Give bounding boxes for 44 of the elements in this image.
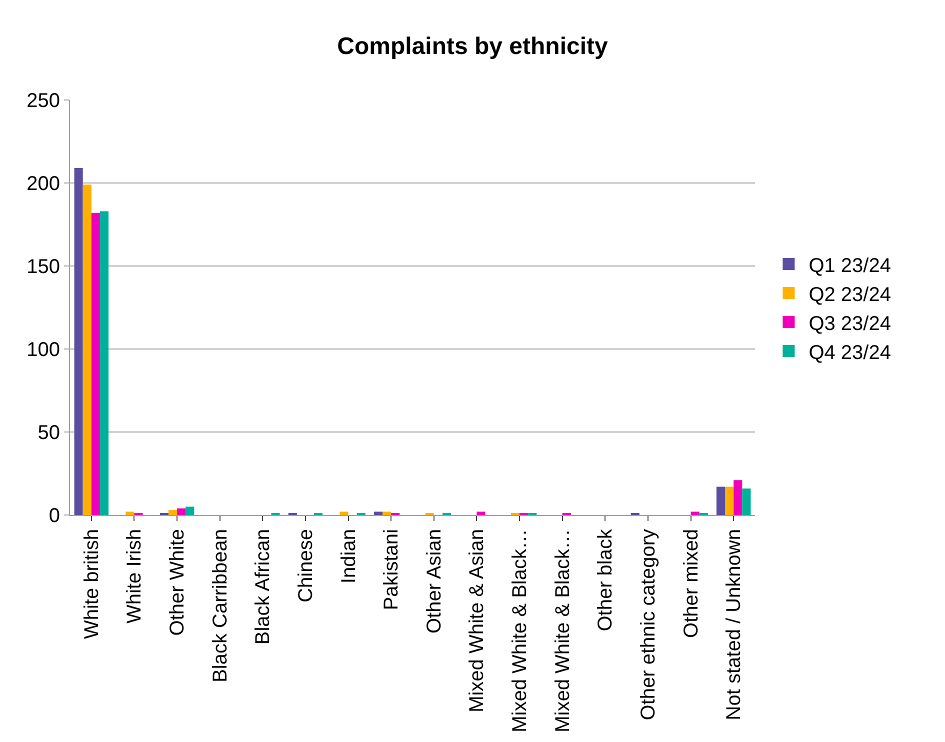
x-tick-label: Other black (594, 528, 617, 632)
y-tick-label: 100 (26, 339, 60, 361)
bar (186, 506, 194, 515)
bar (690, 512, 700, 515)
x-tick-label: Mixed White & Black… (509, 529, 532, 732)
x-tick-label: Not stated / Unknown (723, 529, 746, 720)
y-tick-label: 250 (26, 90, 60, 112)
x-tick-label: Indian (338, 529, 360, 584)
legend-label: Q1 23/24 (808, 254, 891, 277)
x-tick-label: Mixed White & Asian (466, 529, 488, 712)
bar (168, 510, 178, 515)
legend-label: Q2 23/24 (808, 284, 891, 306)
bar (476, 512, 486, 515)
bar (716, 486, 726, 515)
x-tick-label: Pakistani (380, 529, 403, 610)
bar (100, 211, 109, 515)
x-tick-label: Chinese (294, 529, 317, 602)
bar (126, 512, 134, 515)
bar (725, 486, 734, 515)
x-tick-label: Black Carribbean (209, 529, 232, 682)
x-tick-label: Other mixed (680, 529, 702, 638)
y-tick-label: 0 (48, 505, 60, 527)
x-tick-label: Other ethnic category (637, 529, 660, 720)
bar (734, 480, 742, 515)
y-tick-label: 50 (38, 422, 60, 444)
bar (340, 512, 348, 515)
x-tick-label: Mixed White & Black… (552, 529, 574, 732)
x-tick-label: Other Asian (423, 529, 446, 634)
x-tick-label: White Irish (124, 529, 146, 624)
bar (82, 184, 92, 515)
bar (177, 508, 186, 515)
legend-label: Q4 23/24 (808, 342, 891, 364)
bar (382, 512, 392, 515)
bar (91, 212, 100, 515)
chart-title: Complaints by ethnicity (337, 32, 609, 60)
x-tick-label: White british (80, 529, 103, 640)
y-tick-label: 150 (26, 256, 60, 278)
bar (374, 512, 383, 515)
bar (74, 168, 83, 515)
x-tick-label: Other White (166, 529, 189, 636)
bar (742, 488, 751, 515)
legend-label: Q3 23/24 (808, 312, 891, 335)
x-tick-label: Black African (252, 529, 274, 645)
y-tick-label: 200 (26, 173, 60, 195)
